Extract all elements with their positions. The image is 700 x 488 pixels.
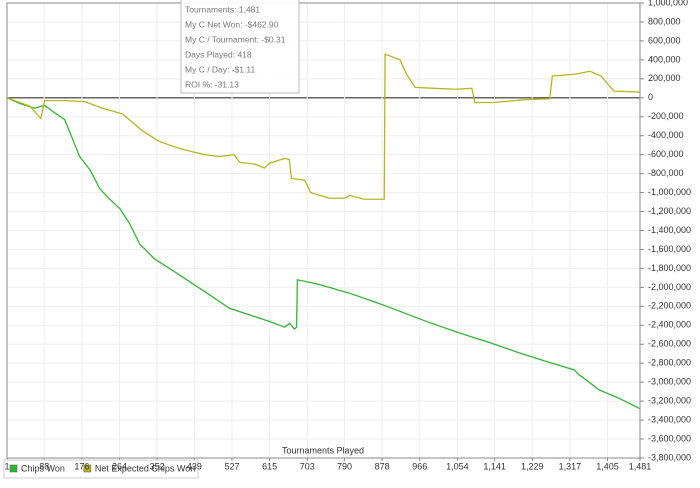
legend-label: Net Expected Chips Won — [95, 463, 195, 473]
x-tick-label: 439 — [187, 461, 202, 471]
y-tick-label: -2,800,000 — [648, 358, 691, 368]
x-tick-label: 352 — [150, 461, 165, 471]
y-tick-label: -200,000 — [648, 111, 684, 121]
y-tick-label: -2,600,000 — [648, 339, 691, 349]
plot — [6, 53, 641, 410]
x-tick-label: 615 — [262, 461, 277, 471]
x-tick-label: 1,405 — [596, 461, 619, 471]
legend-swatch — [83, 464, 92, 473]
y-tick-label: -1,200,000 — [648, 206, 691, 216]
y-tick-label: -1,000,000 — [648, 187, 691, 197]
x-tick-label: 264 — [112, 461, 127, 471]
data-line — [6, 97, 641, 410]
x-tick-label: 790 — [337, 461, 352, 471]
x-tick-label: 703 — [300, 461, 315, 471]
y-tick-label: -2,200,000 — [648, 301, 691, 311]
y-tick-label: -2,400,000 — [648, 320, 691, 330]
y-tick-label: -600,000 — [648, 149, 684, 159]
tooltip-line: My C / Day: -$1.11 — [185, 64, 255, 74]
y-tick-label: -2,000,000 — [648, 282, 691, 292]
y-tick-label: 600,000 — [648, 35, 681, 45]
tooltip: Tournaments: 1,481 My C Net Won: -$462.90… — [180, 0, 300, 94]
tooltip-line: Tournaments: 1,481 — [185, 4, 260, 14]
x-tick-label: 176 — [74, 461, 89, 471]
x-tick-label: 1,054 — [446, 461, 469, 471]
x-tick-label: 878 — [375, 461, 390, 471]
x-tick-label: 527 — [224, 461, 239, 471]
y-tick-label: -3,200,000 — [648, 396, 691, 406]
x-tick-label: 1,481 — [629, 461, 652, 471]
tooltip-box — [180, 0, 300, 94]
y-tick-label: -800,000 — [648, 168, 684, 178]
legend-swatch — [9, 464, 18, 473]
tooltip-line: Days Played: 418 — [185, 49, 252, 59]
y-tick-label: -3,600,000 — [648, 433, 691, 443]
x-tick-label: 88 — [39, 461, 49, 471]
y-tick-label: 400,000 — [648, 54, 681, 64]
legend-label: Chips Won — [21, 463, 65, 473]
x-tick-label: 1,229 — [521, 461, 544, 471]
tooltip-line: ROI %: -31.13 — [185, 79, 239, 89]
y-tick-label: 200,000 — [648, 73, 681, 83]
tooltip-line: My C / Tournament: -$0.31 — [185, 34, 286, 44]
y-tick-label: -3,000,000 — [648, 377, 691, 387]
legend: Chips Won Net Expected Chips Won — [3, 459, 199, 479]
data-line — [6, 53, 641, 200]
y-tick-label: -3,400,000 — [648, 414, 691, 424]
y-tick-label: 1,000,000 — [648, 0, 688, 7]
x-tick-label: 1 — [4, 461, 9, 471]
plot-border — [6, 2, 641, 459]
y-tick-label: -1,800,000 — [648, 263, 691, 273]
y-tick-label: -400,000 — [648, 130, 684, 140]
y-tick-label: -1,600,000 — [648, 244, 691, 254]
y-tick-label: 0 — [648, 92, 653, 102]
x-tick-label: 966 — [412, 461, 427, 471]
x-tick-label: 1,141 — [483, 461, 506, 471]
legend-box — [3, 459, 199, 479]
y-tick-label: -1,400,000 — [648, 225, 691, 235]
x-tick-label: 1,317 — [559, 461, 582, 471]
y-tick-label: -3,800,000 — [648, 452, 691, 462]
x-axis-title: Tournaments Played — [282, 445, 364, 455]
tooltip-line: My C Net Won: -$462.90 — [185, 19, 279, 29]
y-tick-label: 800,000 — [648, 16, 681, 26]
